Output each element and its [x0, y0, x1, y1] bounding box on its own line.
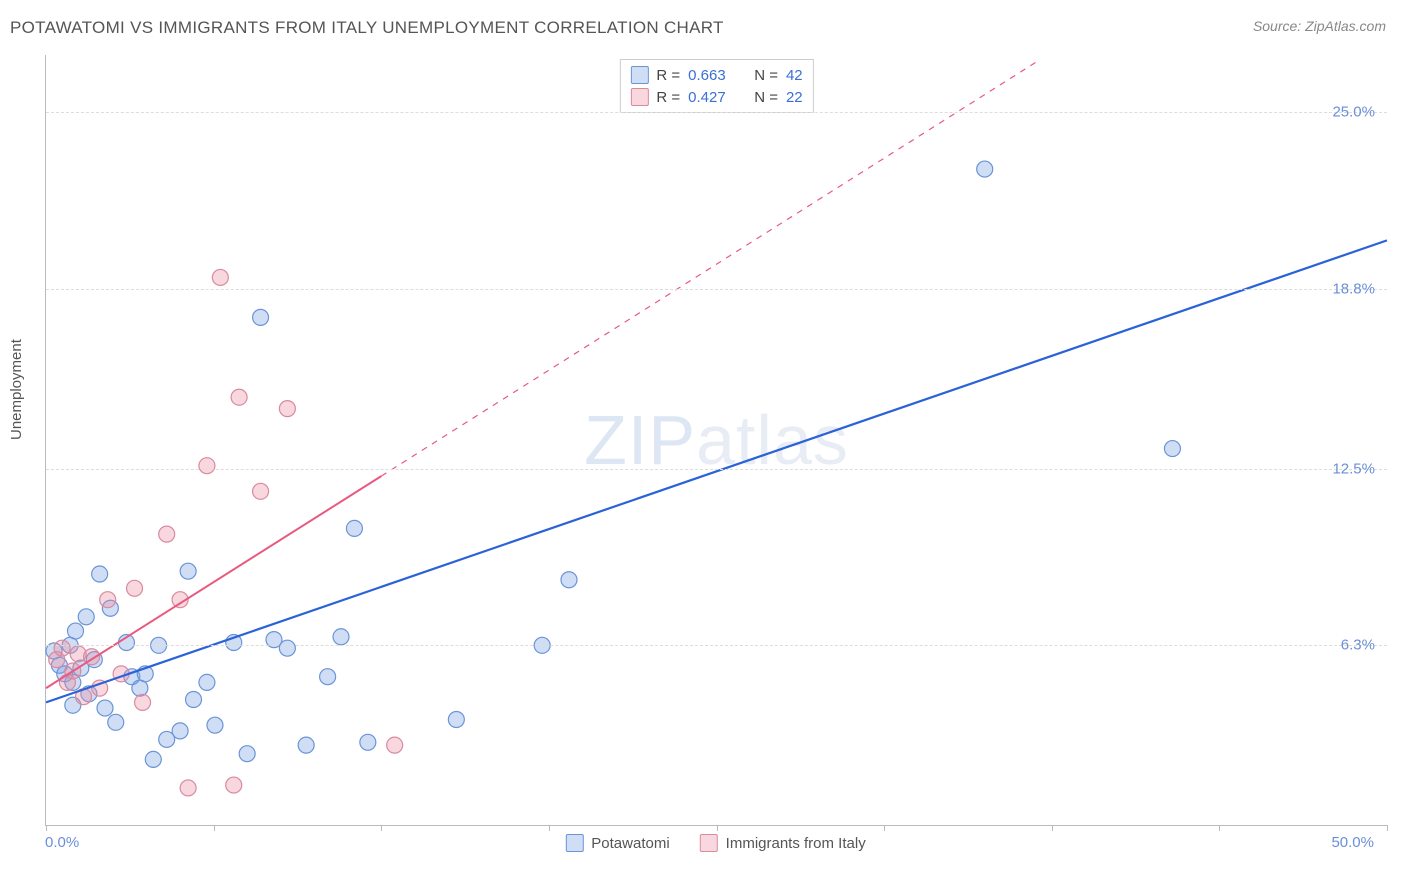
legend-swatch — [565, 834, 583, 852]
grid-line — [46, 645, 1387, 646]
data-point-potawatomi — [253, 309, 269, 325]
data-point-italy — [159, 526, 175, 542]
stat-r-value: 0.663 — [688, 67, 726, 84]
data-point-potawatomi — [360, 734, 376, 750]
data-point-italy — [54, 640, 70, 656]
data-point-italy — [180, 780, 196, 796]
data-point-potawatomi — [172, 723, 188, 739]
data-point-potawatomi — [68, 623, 84, 639]
data-point-potawatomi — [561, 572, 577, 588]
data-point-potawatomi — [97, 700, 113, 716]
y-axis-label: Unemployment — [8, 339, 25, 440]
legend-item-potawatomi: Potawatomi — [565, 834, 669, 852]
data-point-potawatomi — [108, 714, 124, 730]
x-tick — [1052, 825, 1053, 831]
data-point-italy — [387, 737, 403, 753]
x-tick — [884, 825, 885, 831]
x-tick — [717, 825, 718, 831]
legend-stats: R = 0.663 N = 42R = 0.427 N = 22 — [619, 59, 813, 113]
data-point-potawatomi — [239, 746, 255, 762]
data-point-potawatomi — [333, 629, 349, 645]
x-tick — [1219, 825, 1220, 831]
data-point-potawatomi — [186, 692, 202, 708]
stat-r-label: R = — [656, 67, 680, 84]
plot-area: ZIPatlas R = 0.663 N = 42R = 0.427 N = 2… — [45, 55, 1387, 826]
data-point-italy — [226, 777, 242, 793]
data-point-potawatomi — [298, 737, 314, 753]
x-tick — [46, 825, 47, 831]
data-point-potawatomi — [279, 640, 295, 656]
grid-line — [46, 289, 1387, 290]
data-point-italy — [199, 458, 215, 474]
data-point-italy — [253, 483, 269, 499]
data-point-italy — [127, 580, 143, 596]
y-tick-label: 6.3% — [1341, 637, 1375, 654]
grid-line — [46, 112, 1387, 113]
data-point-potawatomi — [92, 566, 108, 582]
source-attribution: Source: ZipAtlas.com — [1253, 18, 1386, 34]
stat-n-label: N = — [754, 67, 778, 84]
data-point-potawatomi — [207, 717, 223, 733]
legend-label: Immigrants from Italy — [726, 835, 866, 852]
data-point-italy — [100, 592, 116, 608]
stat-r-value: 0.427 — [688, 89, 726, 106]
data-point-italy — [279, 401, 295, 417]
data-point-potawatomi — [320, 669, 336, 685]
legend-swatch — [630, 66, 648, 84]
y-tick-label: 12.5% — [1332, 460, 1375, 477]
y-tick-label: 18.8% — [1332, 280, 1375, 297]
data-point-italy — [231, 389, 247, 405]
legend-series: Potawatomi Immigrants from Italy — [565, 834, 865, 852]
x-axis-max: 50.0% — [1331, 834, 1374, 851]
legend-swatch — [630, 88, 648, 106]
data-point-potawatomi — [180, 563, 196, 579]
x-tick — [1387, 825, 1388, 831]
data-point-potawatomi — [145, 751, 161, 767]
data-point-potawatomi — [346, 520, 362, 536]
data-point-italy — [135, 694, 151, 710]
legend-item-italy: Immigrants from Italy — [700, 834, 866, 852]
data-point-potawatomi — [132, 680, 148, 696]
legend-stats-row-potawatomi: R = 0.663 N = 42 — [630, 64, 802, 86]
grid-line — [46, 469, 1387, 470]
data-point-potawatomi — [448, 711, 464, 727]
data-point-potawatomi — [1164, 441, 1180, 457]
x-tick — [214, 825, 215, 831]
stat-n-value: 42 — [786, 67, 803, 84]
chart-title: POTAWATOMI VS IMMIGRANTS FROM ITALY UNEM… — [10, 18, 724, 38]
x-axis-min: 0.0% — [45, 834, 79, 851]
x-tick — [381, 825, 382, 831]
data-point-potawatomi — [977, 161, 993, 177]
legend-label: Potawatomi — [591, 835, 669, 852]
chart-svg — [46, 55, 1387, 825]
data-point-potawatomi — [78, 609, 94, 625]
data-point-italy — [212, 269, 228, 285]
data-point-potawatomi — [199, 674, 215, 690]
stat-n-value: 22 — [786, 89, 803, 106]
x-axis-labels: 0.0% Potawatomi Immigrants from Italy 50.… — [45, 834, 1386, 864]
stat-r-label: R = — [656, 89, 680, 106]
y-tick-label: 25.0% — [1332, 104, 1375, 121]
x-tick — [549, 825, 550, 831]
legend-stats-row-italy: R = 0.427 N = 22 — [630, 86, 802, 108]
stat-n-label: N = — [754, 89, 778, 106]
legend-swatch — [700, 834, 718, 852]
